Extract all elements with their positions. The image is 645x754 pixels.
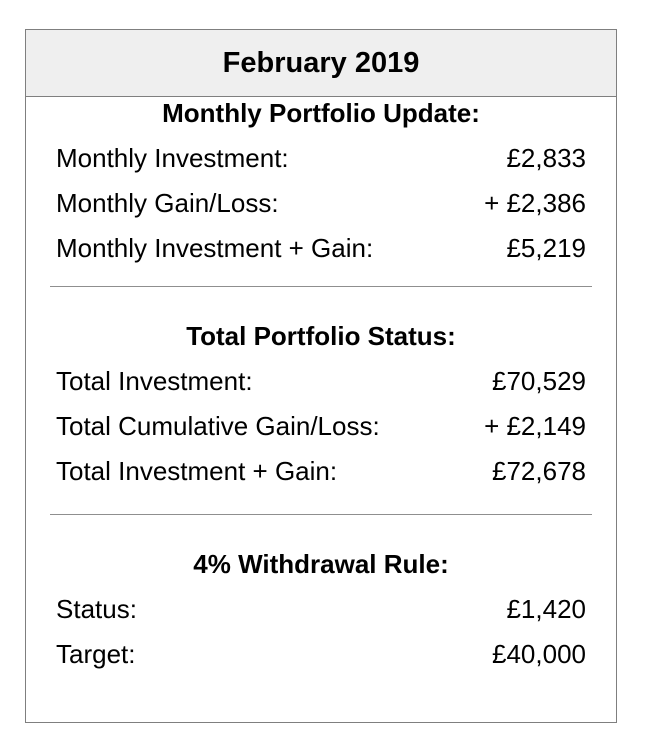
row-value: £72,678 <box>492 456 586 486</box>
row-label: Total Cumulative Gain/Loss: <box>56 411 380 441</box>
section-title: 4% Withdrawal Rule: <box>193 549 449 579</box>
row-label: Status: <box>56 594 137 624</box>
row-value: £40,000 <box>492 639 586 669</box>
card-title: February 2019 <box>26 30 616 97</box>
row-value: + £2,386 <box>484 188 586 218</box>
section-title: Monthly Portfolio Update: <box>162 98 480 128</box>
summary-row: Status: £1,420 <box>26 587 616 632</box>
divider <box>50 286 592 287</box>
row-label: Monthly Investment: <box>56 143 289 173</box>
section: 4% Withdrawal Rule: Status: £1,420 Target: £… <box>26 541 616 677</box>
summary-row: Monthly Gain/Loss: + £2,386 <box>26 181 616 226</box>
section: Monthly Portfolio Update: Monthly Investm… <box>26 90 616 271</box>
row-value: £1,420 <box>506 594 586 624</box>
row-value: £2,833 <box>506 143 586 173</box>
portfolio-summary-card: February 2019 Monthly Portfolio Update: M… <box>25 29 617 723</box>
row-label: Target: <box>56 639 136 669</box>
row-label: Total Investment + Gain: <box>56 456 338 486</box>
summary-row: Total Cumulative Gain/Loss: + £2,149 <box>26 404 616 449</box>
row-value: £70,529 <box>492 366 586 396</box>
row-value: £5,219 <box>506 233 586 263</box>
summary-row: Monthly Investment + Gain: £5,219 <box>26 226 616 271</box>
summary-row: Total Investment + Gain: £72,678 <box>26 449 616 494</box>
summary-row: Monthly Investment: £2,833 <box>26 136 616 181</box>
row-value: + £2,149 <box>484 411 586 441</box>
row-label: Total Investment: <box>56 366 253 396</box>
divider <box>50 514 592 515</box>
summary-row: Total Investment: £70,529 <box>26 359 616 404</box>
section: Total Portfolio Status: Total Investment:… <box>26 313 616 494</box>
row-label: Monthly Gain/Loss: <box>56 188 279 218</box>
section-title: Total Portfolio Status: <box>186 321 456 351</box>
summary-row: Target: £40,000 <box>26 632 616 677</box>
row-label: Monthly Investment + Gain: <box>56 233 374 263</box>
